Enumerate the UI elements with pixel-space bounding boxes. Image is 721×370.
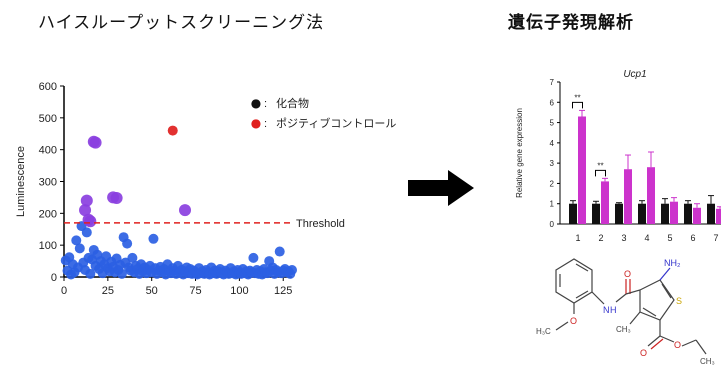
y-axis-label: Luminescence [15, 146, 27, 217]
bar-chart-title: Ucp1 [623, 69, 646, 80]
bar-treated [693, 207, 701, 224]
bar-category-label: 3 [621, 233, 626, 243]
significance-bracket [572, 101, 583, 109]
scatter-point-positive [167, 125, 178, 136]
sulfur-label: S [676, 296, 682, 306]
legend-marker: ● [251, 96, 261, 110]
legend-separator: : [264, 118, 267, 130]
bar-control [707, 203, 715, 224]
significance-label: ** [597, 161, 603, 170]
methoxy-oxygen-label: O [570, 316, 577, 326]
scatter-point-compound [148, 233, 159, 244]
significance-label: ** [574, 93, 580, 102]
bar-category-label: 5 [667, 233, 672, 243]
bar-category-label: 1 [575, 233, 580, 243]
scatter-point-compound [287, 264, 297, 275]
y-tick-label: 600 [39, 81, 57, 93]
bar-category-label: 6 [690, 233, 695, 243]
bar-control [592, 203, 600, 224]
bar-y-tick-label: 4 [550, 139, 555, 148]
bar-control [684, 203, 692, 224]
bar-y-tick-label: 3 [550, 159, 555, 168]
bar-control [661, 203, 669, 224]
bar-treated [578, 116, 586, 224]
ester-oxygen-label: O [640, 348, 647, 358]
scatter-point-compound [248, 252, 259, 263]
amine-label: NH₂ [664, 258, 681, 268]
scatter-point-compound [81, 227, 92, 238]
ester-link-oxygen-label: O [674, 340, 681, 350]
gene-expression-heading: 遺伝子発現解析 [508, 13, 634, 33]
benzene-ring [555, 258, 593, 304]
bar-treated [624, 169, 632, 224]
scatter-point-compound [85, 268, 96, 279]
x-tick-label: 75 [189, 285, 201, 297]
x-tick-label: 0 [61, 285, 67, 297]
scatter-point-hit [79, 204, 92, 217]
molecule-bonds [555, 258, 707, 355]
scatter-point-hit [110, 192, 123, 205]
bar-treated [670, 201, 678, 224]
x-tick-label: 50 [146, 285, 158, 297]
bar-y-tick-label: 6 [550, 98, 555, 107]
bar-y-tick-label: 2 [550, 179, 555, 188]
scatter-point-compound [274, 246, 285, 257]
x-tick-label: 25 [102, 285, 114, 297]
thiophene-ring [639, 279, 675, 321]
scatter-point-compound [127, 252, 138, 263]
amide-hydrogen-label: H [610, 305, 617, 315]
screening-heading: ハイスループットスクリーニング法 [38, 13, 325, 33]
y-tick-label: 300 [39, 177, 57, 189]
ethyl-methyl-label: CH₃ [700, 357, 715, 366]
legend-separator: : [264, 98, 267, 110]
bar-category-label: 2 [598, 233, 603, 243]
bar-control [569, 203, 577, 224]
legend-marker: ● [251, 116, 261, 130]
amide-nitrogen-label: N [603, 305, 610, 315]
right-arrow-icon [408, 170, 474, 206]
bar-control [615, 203, 623, 224]
y-tick-label: 200 [39, 208, 57, 220]
methoxy-methyl-label: H₃C [536, 327, 551, 336]
bar-treated [647, 167, 655, 224]
y-tick-label: 100 [39, 240, 57, 252]
y-tick-label: 0 [51, 272, 57, 284]
scatter-point-compound [116, 268, 127, 279]
y-tick-label: 400 [39, 145, 57, 157]
bar-y-tick-label: 1 [550, 200, 555, 209]
x-tick-label: 125 [274, 285, 292, 297]
significance-bracket [595, 169, 606, 177]
threshold-label: Threshold [296, 218, 345, 230]
x-tick-label: 100 [230, 285, 248, 297]
bar-treated [716, 208, 721, 224]
scatter-point-hit [179, 204, 192, 217]
bar-y-axis-label: Relative gene expression [515, 108, 524, 198]
bar-category-label: 4 [644, 233, 649, 243]
scatter-point-hit [84, 215, 97, 228]
legend-label: ポジティブコントロール [276, 116, 396, 130]
scatter-point-hit [89, 136, 102, 149]
bar-y-tick-label: 0 [550, 220, 555, 229]
scatter-point-compound [74, 243, 85, 254]
scatter-point-hit [80, 194, 93, 207]
scatter-point-compound [122, 238, 133, 249]
bar-treated [601, 181, 609, 224]
legend-label: 化合物 [276, 96, 309, 110]
bar-y-tick-label: 5 [550, 119, 555, 128]
carbonyl-oxygen-label: O [624, 269, 631, 279]
bar-y-tick-label: 7 [550, 78, 555, 87]
scatter-point-compound [71, 235, 82, 246]
ring-methyl-label: CH₃ [616, 325, 631, 334]
bar-category-label: 7 [713, 233, 718, 243]
y-tick-label: 500 [39, 113, 57, 125]
bar-control [638, 203, 646, 224]
